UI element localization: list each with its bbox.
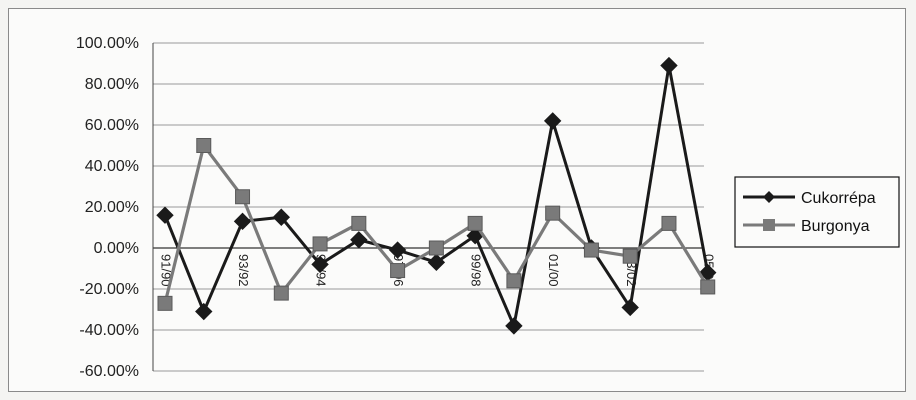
legend-label: Burgonya [801, 218, 870, 235]
y-tick-label: 40.00% [85, 158, 139, 175]
x-tick-label: 99/98 [469, 254, 484, 287]
x-tick-label: 93/92 [236, 254, 251, 287]
legend-box [734, 176, 900, 248]
y-tick-label: -40.00% [79, 322, 139, 339]
y-tick-label: 100.00% [76, 35, 139, 52]
x-tick-label: 01/00 [546, 254, 561, 287]
data-point [311, 255, 329, 274]
y-tick-label: 60.00% [85, 117, 139, 134]
data-point [660, 56, 678, 75]
data-point [545, 205, 561, 221]
y-tick-label: -20.00% [79, 281, 139, 298]
data-point [621, 298, 639, 317]
y-tick-label: 80.00% [85, 76, 139, 93]
data-point [272, 208, 291, 226]
data-point [157, 295, 173, 311]
data-point [273, 285, 289, 301]
data-point [196, 138, 212, 153]
data-point [390, 263, 406, 279]
data-point [233, 212, 252, 231]
data-point [506, 273, 522, 289]
data-point [388, 241, 407, 259]
chart-frame: -60.00% -40.00% -20.00% 0.00% 20.00% 40.00% 60… [8, 8, 906, 392]
line-chart: -60.00% -40.00% -20.00% 0.00% 20.00% 40.00% 60… [76, 35, 900, 380]
data-point [156, 206, 174, 224]
data-point [583, 242, 599, 258]
data-point [543, 112, 562, 130]
legend-marker [763, 219, 775, 231]
data-point [661, 215, 677, 231]
data-point [622, 248, 638, 264]
data-point [467, 215, 483, 231]
y-tick-label: 0.00% [94, 240, 139, 257]
data-point [427, 253, 446, 272]
data-point [700, 279, 716, 295]
data-point [428, 240, 444, 256]
data-point [350, 231, 368, 249]
data-point [195, 302, 213, 321]
data-point [235, 189, 251, 205]
y-tick-label: 20.00% [85, 199, 139, 216]
y-tick-label: -60.00% [79, 363, 139, 380]
legend-marker [763, 191, 775, 203]
data-point [312, 236, 328, 252]
data-point [351, 215, 367, 231]
data-point [505, 317, 523, 335]
legend-label: Cukorrépa [801, 190, 876, 207]
